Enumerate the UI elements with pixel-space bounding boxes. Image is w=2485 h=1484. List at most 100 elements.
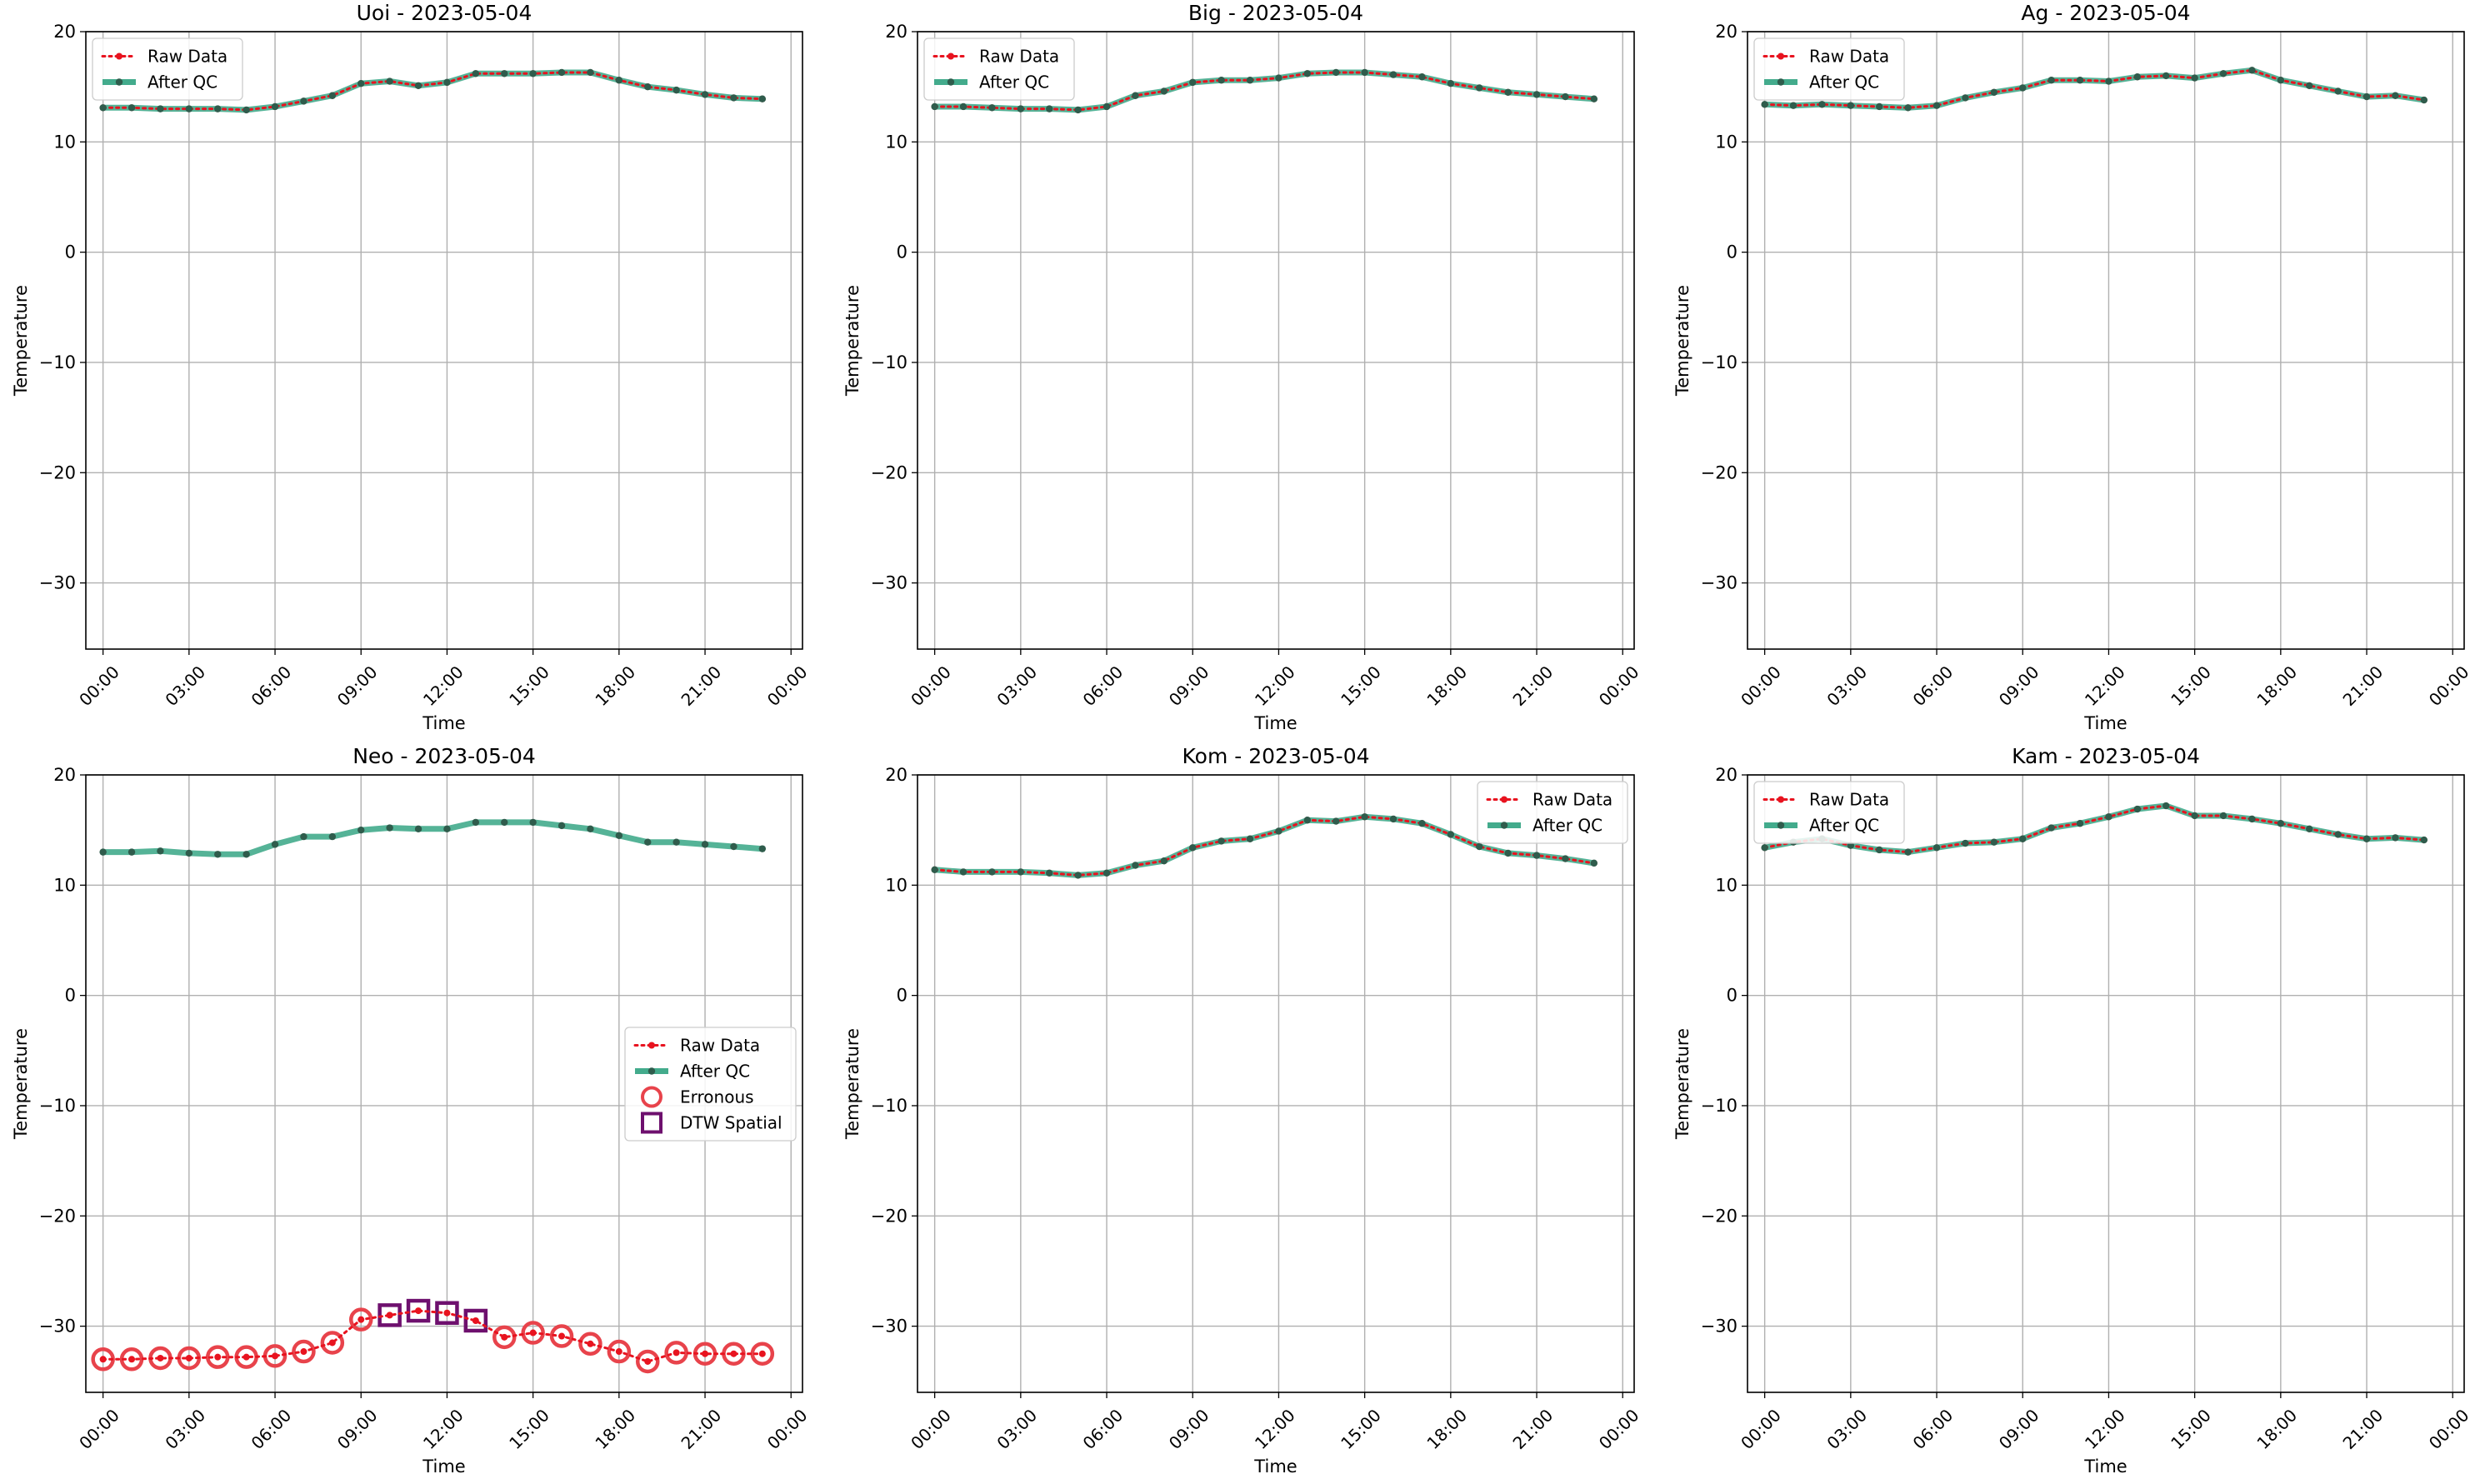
after-qc-point — [443, 78, 451, 87]
after-qc-point — [1818, 101, 1826, 108]
y-tick-label: −30 — [871, 573, 908, 593]
raw-data-point — [214, 1353, 222, 1361]
x-tick-label: 21:00 — [1509, 662, 1558, 710]
legend-qc-point — [115, 78, 123, 86]
erroneous-marker — [320, 1331, 345, 1355]
x-tick-label: 03:00 — [161, 1405, 209, 1453]
after-qc-point — [1876, 102, 1883, 111]
raw-data-point — [558, 1332, 566, 1340]
after-qc-point — [1761, 844, 1768, 852]
after-qc-point — [1017, 868, 1025, 876]
after-qc-point — [1361, 813, 1368, 821]
legend-raw-point — [116, 52, 122, 60]
after-qc-point — [2191, 74, 2198, 82]
after-qc-point — [1189, 78, 1197, 87]
erroneous-marker — [521, 1321, 545, 1345]
legend-raw-point — [948, 52, 954, 60]
x-tick-label: 03:00 — [992, 1405, 1041, 1453]
after-qc-point — [1418, 820, 1426, 827]
after-qc-point — [1218, 837, 1225, 845]
after-qc-point — [2162, 802, 2170, 810]
after-qc-point — [1847, 102, 1855, 109]
after-qc-point — [1590, 95, 1598, 102]
after-qc-point — [328, 92, 337, 99]
x-tick-label: 12:00 — [419, 662, 468, 710]
x-tick-label: 00:00 — [907, 662, 955, 710]
x-tick-label: 06:00 — [248, 1405, 296, 1453]
raw-data-line — [933, 815, 1596, 877]
after-qc-point — [358, 79, 365, 87]
after-qc-point — [758, 95, 767, 102]
legend-label: After QC — [680, 1062, 750, 1082]
x-tick-label: 03:00 — [1822, 1405, 1871, 1453]
after-qc-point — [1332, 817, 1340, 825]
x-axis-label: Time — [1253, 1457, 1297, 1477]
y-tick-label: −30 — [39, 1317, 76, 1337]
legend-qc-point — [1777, 822, 1785, 829]
raw-data-point — [529, 1329, 537, 1337]
x-tick-label: 15:00 — [1337, 662, 1385, 710]
raw-data-point — [644, 1357, 652, 1365]
x-axis-label: Time — [2083, 1457, 2127, 1477]
after-qc-point — [386, 824, 393, 832]
y-axis-label: Temperature — [11, 285, 31, 397]
after-qc-point — [701, 91, 709, 98]
chart-title: Big - 2023-05-04 — [1188, 1, 1363, 25]
y-tick-label: −20 — [39, 462, 76, 482]
erroneous-marker — [578, 1332, 602, 1357]
x-tick-label: 00:00 — [1595, 1405, 1643, 1453]
y-tick-label: −10 — [39, 352, 76, 372]
legend-label: Raw Data — [1809, 790, 1889, 810]
after-qc-point — [300, 97, 308, 105]
legend-qc-point — [947, 78, 955, 86]
after-qc-point — [1389, 71, 1398, 78]
x-tick-label: 18:00 — [591, 662, 639, 710]
y-tick-label: −10 — [1701, 352, 1738, 372]
y-tick-label: 0 — [65, 986, 76, 1006]
chart-panel: 20 10 0 −10 −20 −30 00:00 03:00 06:00 09:00 12:00 1… — [842, 1, 1643, 733]
after-qc-point — [99, 848, 107, 856]
y-tick-label: 20 — [885, 765, 908, 785]
y-axis-label: Temperature — [842, 285, 862, 397]
after-qc-point — [2277, 77, 2285, 84]
y-tick-label: −20 — [39, 1206, 76, 1226]
y-tick-label: −30 — [1701, 1317, 1738, 1337]
legend-label: After QC — [979, 72, 1049, 92]
x-tick-label: 15:00 — [505, 1405, 553, 1453]
after-qc-point — [615, 77, 623, 84]
y-tick-label: 10 — [1715, 875, 1738, 895]
after-qc-point — [2219, 70, 2228, 77]
x-tick-label: 00:00 — [1737, 1405, 1785, 1453]
x-tick-label: 00:00 — [75, 662, 123, 710]
after-qc-point — [2133, 73, 2142, 81]
raw-data-point — [501, 1333, 508, 1341]
y-axis-label: Temperature — [1672, 285, 1692, 397]
raw-data-point — [672, 1349, 680, 1357]
legend-label: DTW Spatial — [680, 1113, 782, 1133]
y-tick-label: 20 — [885, 22, 908, 42]
raw-data-line — [933, 71, 1596, 112]
erroneous-marker — [635, 1349, 660, 1374]
chart-panel: 20 10 0 −10 −20 −30 00:00 03:00 06:00 09:00 12:00 1… — [11, 744, 812, 1477]
chart-panel: 20 10 0 −10 −20 −30 00:00 03:00 06:00 09:00 12:00 1… — [1672, 744, 2473, 1477]
x-tick-label: 09:00 — [1165, 662, 1213, 710]
x-tick-label: 18:00 — [1422, 1405, 1471, 1453]
after-qc-point — [1447, 79, 1455, 87]
after-qc-point — [1562, 92, 1569, 101]
after-qc-point — [587, 825, 594, 833]
x-tick-label: 15:00 — [2167, 1405, 2215, 1453]
after-qc-point — [758, 845, 767, 852]
chart-panel: 20 10 0 −10 −20 −30 00:00 03:00 06:00 09:00 12:00 1… — [842, 744, 1643, 1477]
y-axis-label: Temperature — [11, 1028, 31, 1140]
after-qc-point — [2248, 67, 2256, 74]
after-qc-point — [931, 102, 938, 111]
after-qc-point — [2420, 836, 2428, 844]
after-qc-point — [128, 848, 136, 856]
after-qc-point — [1962, 839, 1969, 847]
x-tick-label: 09:00 — [1995, 662, 2043, 710]
after-qc-point — [2219, 812, 2228, 820]
after-qc-point — [2048, 824, 2055, 832]
after-qc-point — [2334, 831, 2342, 838]
after-qc-point — [1504, 88, 1512, 96]
legend-qc-point — [648, 1067, 656, 1075]
